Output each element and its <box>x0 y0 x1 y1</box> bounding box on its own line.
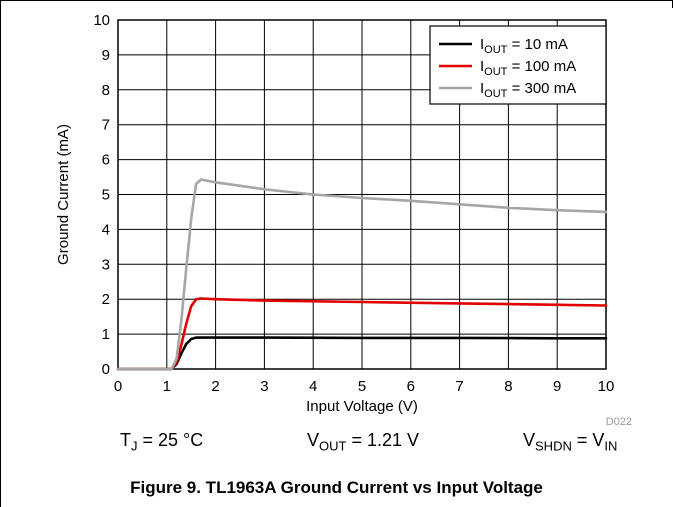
y-tick-label: 7 <box>102 117 110 134</box>
legend-label: IOUT = 300 mA <box>480 80 576 100</box>
x-tick-label: 9 <box>553 378 561 395</box>
x-axis-label: Input Voltage (V) <box>306 398 418 415</box>
y-tick-label: 9 <box>102 47 110 64</box>
frame-top-border <box>0 0 673 1</box>
y-tick-labels: 0 1 2 3 4 5 6 7 8 9 10 <box>93 12 110 378</box>
legend-label: IOUT = 100 mA <box>480 58 576 78</box>
x-tick-label: 1 <box>163 378 171 395</box>
legend-box <box>429 25 607 105</box>
series-line-3 <box>116 178 608 371</box>
x-tick-label: 0 <box>114 378 122 395</box>
y-axis-label: Ground Current (mA) <box>55 124 72 265</box>
ground-current-chart: 0 1 2 3 4 5 6 7 8 9 10 0 1 2 3 4 5 6 7 8 9 10 Input Voltage … <box>55 12 632 428</box>
condition-temperature: TJ = 25 °C <box>120 430 204 454</box>
figure-caption: Figure 9. TL1963A Ground Current vs Inpu… <box>130 478 543 497</box>
x-tick-labels: 0 1 2 3 4 5 6 7 8 9 10 <box>114 378 615 395</box>
y-tick-label: 5 <box>102 187 110 204</box>
series-lines <box>116 178 608 371</box>
x-tick-label: 4 <box>309 378 317 395</box>
y-tick-label: 1 <box>102 326 110 343</box>
x-tick-label: 10 <box>598 378 615 395</box>
y-tick-label: 3 <box>102 256 110 273</box>
condition-output-voltage: VOUT = 1.21 V <box>307 430 420 454</box>
plot-area-frame <box>117 19 607 370</box>
y-tick-label: 2 <box>102 291 110 308</box>
y-tick-label: 6 <box>102 152 110 169</box>
condition-shutdown-voltage: VSHDN = VIN <box>523 430 618 454</box>
y-tick-label: 10 <box>93 12 110 29</box>
y-tick-label: 4 <box>102 221 110 238</box>
frame-left-border <box>0 0 1 507</box>
x-tick-label: 5 <box>358 378 366 395</box>
figure-code: D022 <box>606 416 632 428</box>
x-tick-label: 7 <box>455 378 463 395</box>
y-tick-label: 0 <box>102 361 110 378</box>
x-tick-label: 3 <box>260 378 268 395</box>
x-tick-label: 6 <box>407 378 415 395</box>
x-tick-label: 8 <box>504 378 512 395</box>
x-tick-label: 2 <box>211 378 219 395</box>
y-tick-label: 8 <box>102 82 110 99</box>
legend-label: IOUT = 10 mA <box>480 36 568 56</box>
